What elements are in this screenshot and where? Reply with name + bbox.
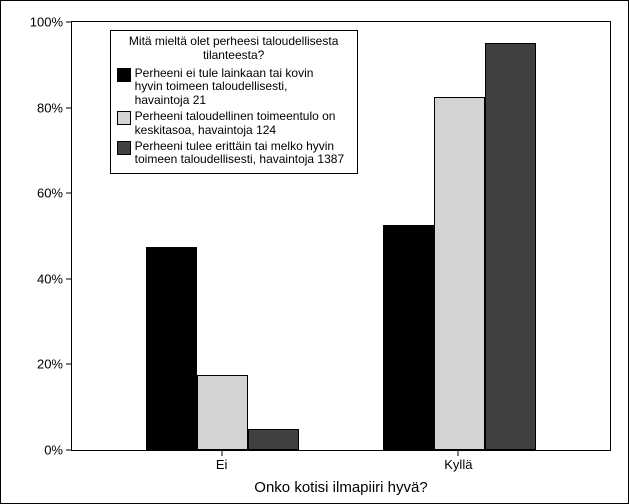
legend-swatch xyxy=(117,141,131,155)
y-tick-label: 60% xyxy=(37,186,63,201)
plot-area: Mitä mieltä olet perheesi taloudellisest… xyxy=(71,21,611,451)
y-axis: 0%20%40%60%80%100% xyxy=(1,21,71,451)
bar xyxy=(434,97,485,450)
x-axis-label: Onko kotisi ilmapiiri hyvä? xyxy=(71,479,611,496)
legend-swatch xyxy=(117,68,131,82)
y-tick-label: 100% xyxy=(30,15,63,30)
legend-swatch xyxy=(117,111,131,125)
x-tick-label: Ei xyxy=(216,457,228,472)
bar xyxy=(197,375,248,450)
y-tick-label: 40% xyxy=(37,271,63,286)
y-tick-label: 0% xyxy=(44,443,63,458)
bar xyxy=(146,247,197,450)
legend-item: Perheeni taloudellinen toimeentulo on ke… xyxy=(117,110,351,138)
legend-label: Perheeni ei tule lainkaan tai kovin hyvi… xyxy=(135,67,345,108)
legend-label: Perheeni tulee erittäin tai melko hyvin … xyxy=(135,140,345,168)
legend-label: Perheeni taloudellinen toimeentulo on ke… xyxy=(135,110,345,138)
legend: Mitä mieltä olet perheesi taloudellisest… xyxy=(110,30,358,174)
y-tick-label: 80% xyxy=(37,100,63,115)
bar xyxy=(485,43,536,450)
chart-container: 0% 20% 40% 60% 80% 100% Mitä mieltä olet perh… xyxy=(0,0,629,504)
bar xyxy=(383,225,434,450)
legend-item: Perheeni tulee erittäin tai melko hyvin … xyxy=(117,140,351,168)
x-axis: Ei Kyllä xyxy=(71,451,611,481)
legend-item: Perheeni ei tule lainkaan tai kovin hyvi… xyxy=(117,67,351,108)
x-tick-label: Kyllä xyxy=(444,457,472,472)
x-tickmark xyxy=(458,451,459,456)
x-tickmark xyxy=(221,451,222,456)
legend-title: Mitä mieltä olet perheesi taloudellisest… xyxy=(117,35,351,63)
bar xyxy=(248,429,299,450)
y-tick-label: 20% xyxy=(37,357,63,372)
